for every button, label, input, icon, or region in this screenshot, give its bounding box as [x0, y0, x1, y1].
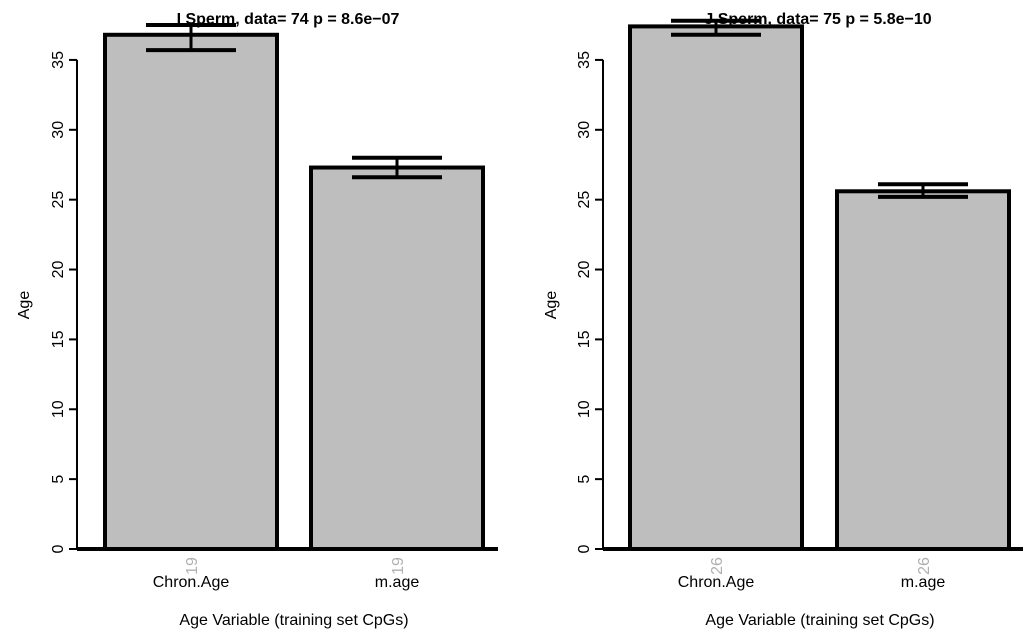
y-tick-label: 10: [50, 400, 67, 418]
y-tick-label: 20: [50, 261, 67, 279]
sample-count-label: 19: [390, 557, 407, 575]
y-tick-label: 15: [576, 330, 593, 348]
y-tick-label: 25: [576, 191, 593, 209]
bar-m-age: [309, 165, 485, 551]
y-tick-label: 20: [576, 261, 593, 279]
chart-title: J Sperm, data= 75 p = 5.8e−10: [704, 11, 931, 28]
y-tick-label: 35: [50, 51, 67, 69]
bar-chron-age: [628, 24, 804, 551]
sample-count-label: 26: [916, 557, 933, 575]
y-tick-label: 10: [576, 400, 593, 418]
x-axis-label: Age Variable (training set CpGs): [179, 612, 408, 629]
y-tick-label: 30: [50, 121, 67, 139]
x-tick-label: m.age: [901, 574, 946, 591]
bar-chron-age: [103, 32, 279, 552]
y-tick-label: 35: [576, 51, 593, 69]
x-tick-label: Chron.Age: [153, 574, 230, 591]
y-tick-label: 5: [50, 475, 67, 484]
y-tick-label: 0: [576, 544, 593, 553]
sample-count-label: 26: [709, 557, 726, 575]
x-tick-label: m.age: [375, 574, 420, 591]
y-tick-label: 0: [50, 544, 67, 553]
y-tick-label: 15: [50, 330, 67, 348]
x-axis-label: Age Variable (training set CpGs): [705, 612, 934, 629]
y-tick-label: 5: [576, 475, 593, 484]
bar-m-age: [835, 189, 1011, 552]
y-tick-label: 25: [50, 191, 67, 209]
y-axis-label: Age: [543, 291, 560, 320]
x-tick-label: Chron.Age: [678, 574, 755, 591]
y-axis-label: Age: [16, 291, 33, 320]
y-tick-label: 30: [576, 121, 593, 139]
sample-count-label: 19: [184, 557, 201, 575]
